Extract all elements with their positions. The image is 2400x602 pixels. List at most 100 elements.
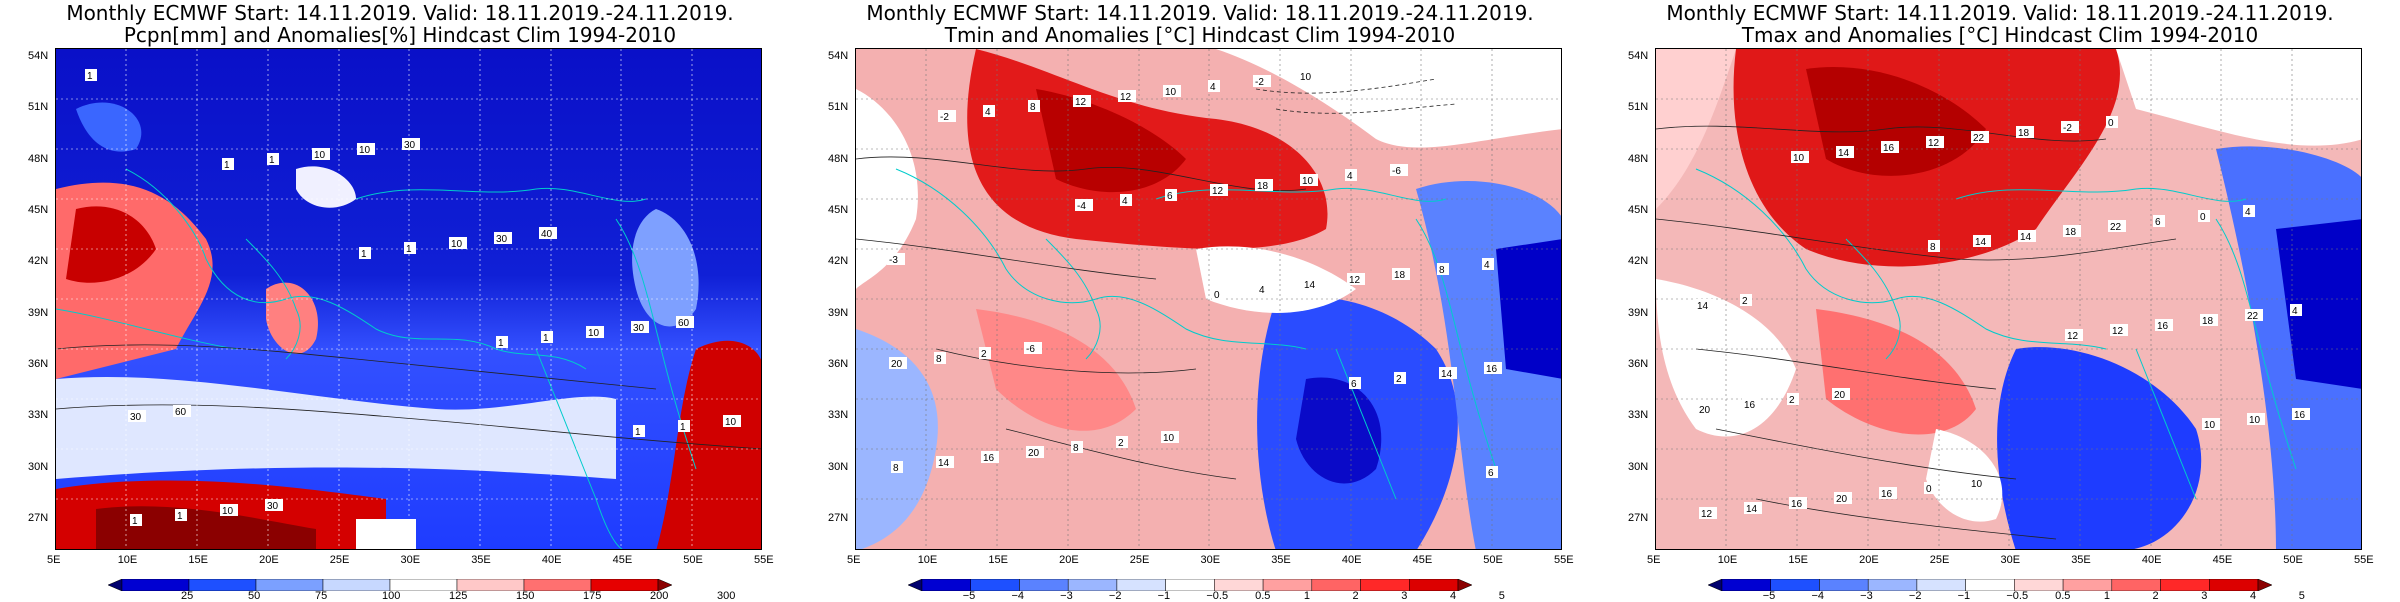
contour-label: 1 (269, 155, 275, 166)
colorbar-svg (107, 578, 673, 592)
contour-label-bg (1482, 258, 1494, 270)
contour-label-bg (1924, 482, 1936, 494)
colorbar-arrow-right (1457, 578, 1473, 592)
lat-tick-label: 54N (1628, 50, 1649, 62)
contour-label-bg (1255, 179, 1273, 191)
contour-label: 1 (543, 333, 549, 344)
contour-label: 0 (1926, 484, 1932, 495)
contour-label-bg (586, 326, 604, 338)
anomaly-patch (856, 329, 938, 549)
contour-label: 18 (2202, 316, 2214, 327)
contour-label: 12 (1349, 275, 1361, 286)
lon-tick-label: 25E (329, 554, 350, 566)
contour-label: 0 (2108, 118, 2114, 129)
map-precipitation: 1 1 1 1 1 1 1 1 1 1 1 10 10 10 10 10 10 30 30 30 30 30 40 60 60 (55, 48, 762, 550)
lon-tick-label: 50E (2283, 554, 2303, 566)
anomaly-patch (2116, 49, 2361, 146)
contour-label: -6 (1392, 166, 1401, 177)
colorbar-tick-label: 1 (2103, 590, 2110, 602)
contour-label-bg (934, 352, 946, 364)
contour-label: 60 (175, 407, 187, 418)
contour-label: 4 (1122, 196, 1128, 207)
lon-tick-label: 50E (1483, 554, 1503, 566)
contour-label-bg (1926, 136, 1944, 148)
contour-label-bg (1210, 184, 1228, 196)
contour-label-bg (1394, 372, 1406, 384)
contour-label: 16 (2157, 321, 2169, 332)
contour-label-bg (1026, 446, 1044, 458)
colorbar-arrow-right (657, 578, 673, 592)
contour-label: 10 (1971, 479, 1983, 490)
contour-label-bg (1881, 141, 1899, 153)
contour-label-group: 1 1 1 1 1 1 1 1 1 1 1 10 10 10 10 10 10 30 30 30 30 30 40 60 60 (85, 69, 741, 527)
contour-label: 20 (891, 359, 903, 370)
lon-tick-label: 35E (471, 554, 491, 566)
contour-label-bg (1437, 263, 1449, 275)
contour-label-bg (220, 504, 238, 516)
lon-tick-label: 30E (2000, 554, 2021, 566)
contour-label: 6 (1167, 191, 1173, 202)
contour-label-bg (887, 253, 905, 265)
contour-label-group: -2 -4 0 6 6 4 4 4 2 8 8 6 14 14 14 12 12 12 16 16 12 18 18 20 20… (887, 70, 1502, 479)
contour-label-bg (359, 247, 371, 259)
contour-label: 1 (361, 249, 367, 260)
colorbar (1707, 578, 2273, 592)
colorbar-arrow-left (907, 578, 923, 592)
contour-label-bg (979, 347, 991, 359)
contour-label-bg (175, 509, 187, 521)
colorbar-tick-label: −1 (1157, 590, 1171, 602)
colorbar-svg (907, 578, 1473, 592)
colorbar-segment (255, 578, 324, 592)
contour-label: 6 (1351, 379, 1357, 390)
lon-tick-label: 25E (1129, 554, 1150, 566)
lon-tick-label: 55E (754, 554, 774, 566)
gridlines (856, 49, 1561, 549)
contour-label: 14 (1746, 504, 1758, 515)
contour-label: -2 (2063, 123, 2072, 134)
colorbar-tick-label: −4 (1011, 590, 1024, 602)
contour-label: 1 (498, 338, 504, 349)
lon-tick-label: 45E (1412, 554, 1433, 566)
contour-label-bg (891, 461, 903, 473)
colorbar-tick-label: 2 (2152, 590, 2159, 602)
gridlines (56, 49, 761, 549)
colorbar-tick-label: −5 (1762, 590, 1776, 602)
colorbar-tick-label: −2 (1908, 590, 1922, 602)
lon-tick-label: 15E (1788, 554, 1808, 566)
lat-tick-label: 30N (1628, 460, 1649, 473)
lon-tick-label: 45E (2212, 554, 2233, 566)
colorbar-tick-label: 100 (382, 590, 401, 602)
contour-label-bg (1832, 388, 1850, 400)
contour-label-bg (1116, 436, 1128, 448)
contour-label-bg (2065, 329, 2083, 341)
contour-label: 10 (1300, 72, 1312, 83)
contour-label: -2 (1255, 77, 1264, 88)
colorbar-arrow-right (2257, 578, 2273, 592)
lon-tick-label: 55E (1554, 554, 1574, 566)
lat-tick-label: 39N (1628, 306, 1649, 319)
contour-label: 4 (1210, 82, 1216, 93)
lat-tick-label: 45N (828, 204, 849, 216)
contour-label-bg (981, 451, 999, 463)
contour-label-bg (1928, 240, 1940, 252)
colorbar-tick-label: 300 (717, 590, 736, 602)
anomaly-patch (856, 89, 918, 289)
contour-label: 60 (678, 318, 690, 329)
contour-label: 6 (1488, 468, 1494, 479)
colorbar-tick-label: −0.5 (2006, 590, 2029, 602)
contour-label: 8 (1030, 102, 1036, 113)
colorbar-segment (121, 578, 190, 592)
colorbar-tick-label: 5 (2298, 590, 2305, 602)
contour-label: 8 (1930, 242, 1936, 253)
lon-tick-label: 25E (1929, 554, 1950, 566)
anomaly-patch (1036, 89, 1186, 193)
contour-label-bg (1969, 477, 1987, 489)
contour-label-bg (1742, 398, 1760, 410)
lat-tick-label: 30N (28, 460, 49, 473)
anomaly-patch (1656, 49, 1736, 209)
contour-label-bg (2243, 205, 2255, 217)
contour-label: 1 (635, 427, 641, 438)
contour-label-bg (402, 138, 420, 150)
contour-label: 6 (2155, 217, 2161, 228)
contour-label-bg (1697, 403, 1715, 415)
